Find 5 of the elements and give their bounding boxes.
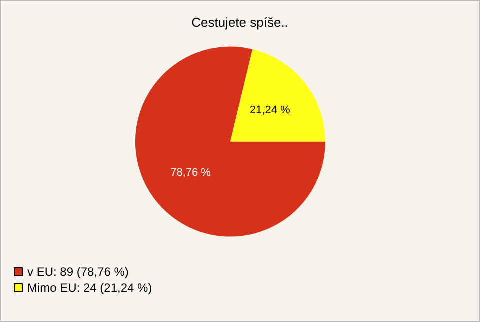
chart-title: Cestujete spíše.. bbox=[192, 15, 288, 30]
legend-label: Mimo EU: 24 (21,24 %) bbox=[28, 281, 152, 295]
data-label: 78,76 % bbox=[170, 167, 212, 180]
legend-label: v EU: 89 (78,76 %) bbox=[28, 265, 129, 279]
data-label: 21,24 % bbox=[250, 104, 291, 117]
